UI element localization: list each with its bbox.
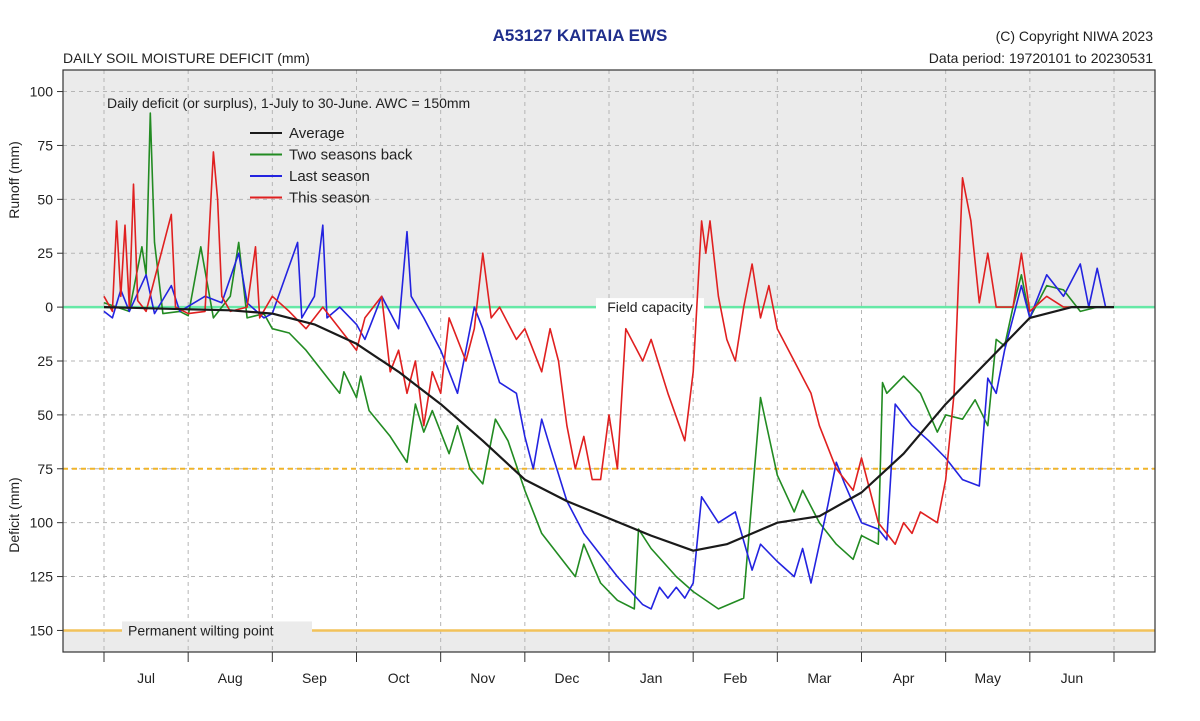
data-period-text: Data period: 19720101 to 20230531 bbox=[929, 50, 1153, 66]
legend-label: Average bbox=[289, 125, 345, 142]
reference-lines: Field capacity Permanent wilting point bbox=[63, 298, 1155, 640]
x-month-label: Aug bbox=[218, 670, 243, 686]
y-tick-label: 100 bbox=[30, 515, 54, 531]
x-month-label: Jan bbox=[640, 670, 663, 686]
runoff-band bbox=[63, 70, 1155, 308]
y-tick-label: 75 bbox=[37, 461, 53, 477]
y-tick-label: 50 bbox=[37, 191, 53, 207]
x-month-label: Mar bbox=[807, 670, 831, 686]
legend-label: This season bbox=[289, 190, 370, 207]
y-tick-label: 25 bbox=[37, 353, 53, 369]
chart-title: DAILY SOIL MOISTURE DEFICIT (mm) bbox=[63, 50, 310, 66]
x-month-label: Jun bbox=[1061, 670, 1084, 686]
y-label-runoff: Runoff (mm) bbox=[6, 141, 22, 219]
field-capacity-label: Field capacity bbox=[607, 299, 693, 315]
y-tick-label: 0 bbox=[45, 299, 53, 315]
legend-label: Two seasons back bbox=[289, 147, 413, 164]
y-tick-label: 125 bbox=[30, 569, 54, 585]
y-tick-label: 25 bbox=[37, 245, 53, 261]
y-axis-ticks: 100 75 50 25 0 25 50 75 100 125 150 bbox=[30, 84, 63, 638]
chart-subtitle: Daily deficit (or surplus), 1-July to 30… bbox=[107, 95, 470, 111]
y-tick-label: 100 bbox=[30, 84, 54, 100]
wilting-point-label: Permanent wilting point bbox=[128, 622, 274, 638]
copyright-text: (C) Copyright NIWA 2023 bbox=[996, 28, 1154, 44]
x-month-label: Sep bbox=[302, 670, 327, 686]
x-axis-ticks: Jul Aug Sep Oct Nov Dec Jan Feb Mar Apr May Jun bbox=[103, 652, 1115, 686]
legend-label: Last season bbox=[289, 168, 370, 185]
wilting-point-label-bg bbox=[122, 621, 312, 640]
y-label-deficit: Deficit (mm) bbox=[6, 477, 22, 552]
legend: Average Two seasons back Last season This s… bbox=[250, 125, 413, 207]
x-month-label: Dec bbox=[554, 670, 579, 686]
x-month-label: Oct bbox=[388, 670, 410, 686]
series-lines bbox=[103, 112, 1114, 610]
x-month-label: Feb bbox=[723, 670, 747, 686]
field-capacity-label-bg bbox=[596, 298, 704, 317]
y-tick-label: 150 bbox=[30, 622, 54, 638]
station-title: A53127 KAITAIA EWS bbox=[493, 26, 668, 45]
series-line-last-season bbox=[103, 224, 1114, 610]
x-month-label: Apr bbox=[893, 670, 915, 686]
y-tick-label: 50 bbox=[37, 407, 53, 423]
x-month-label: Jul bbox=[137, 670, 155, 686]
series-line-average bbox=[103, 306, 1114, 552]
x-month-label: Nov bbox=[470, 670, 495, 686]
y-tick-label: 75 bbox=[37, 137, 53, 153]
x-month-label: May bbox=[975, 670, 1001, 686]
